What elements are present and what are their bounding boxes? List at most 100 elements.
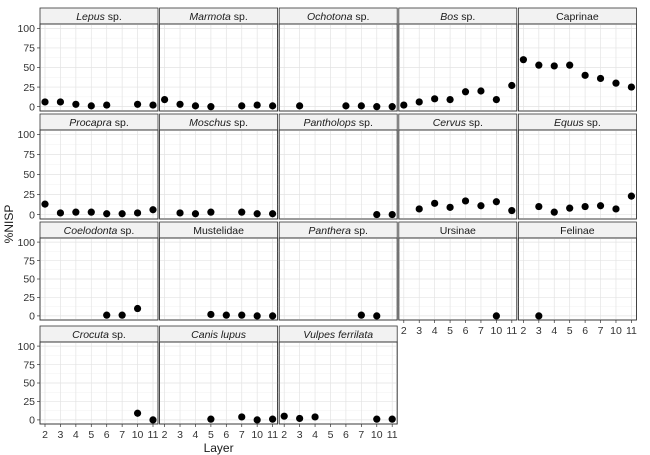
data-point (269, 102, 277, 110)
x-tick-label: 10 (371, 429, 383, 441)
data-point (103, 210, 111, 218)
facet-panel: Ochotona sp. (278, 7, 398, 112)
x-tick-label: 6 (463, 325, 469, 337)
facet-strip-label: Equus sp. (554, 117, 601, 129)
x-tick-label: 2 (520, 325, 526, 337)
facet-strip-label: Ursinae (440, 225, 476, 237)
data-point (56, 98, 65, 106)
x-tick-label: 11 (506, 325, 517, 337)
x-tick-label: 2 (42, 429, 48, 441)
data-point (492, 312, 500, 320)
data-point (535, 61, 543, 69)
y-tick-label: 75 (23, 359, 35, 371)
facet-panel: Pantholops sp. (278, 113, 398, 220)
facet-strip-label: Felinae (560, 225, 595, 237)
data-point (550, 208, 558, 216)
data-point (550, 62, 558, 70)
facet-strip-label: Crocuta sp. (72, 329, 126, 341)
x-tick-label: 3 (297, 429, 303, 441)
facet-panel: Mustelidae (159, 221, 279, 321)
facet-strip-label: Pantholops sp. (303, 117, 372, 129)
data-point (461, 197, 470, 205)
data-point (72, 208, 80, 216)
x-tick-label: 4 (193, 429, 199, 441)
data-point (519, 56, 528, 64)
y-tick-label: 0 (29, 415, 35, 427)
data-point (535, 202, 543, 211)
data-point (238, 102, 246, 110)
data-point (269, 210, 277, 218)
data-point (238, 311, 246, 319)
data-point (388, 103, 396, 111)
data-point (87, 102, 95, 110)
data-point (176, 209, 184, 217)
data-point (253, 312, 261, 320)
x-tick-label: 2 (401, 325, 407, 337)
y-tick-label: 100 (17, 129, 35, 141)
y-tick-label: 25 (23, 82, 35, 94)
panel-border (278, 237, 398, 321)
x-tick-label: 11 (148, 429, 159, 441)
data-point (207, 103, 215, 111)
facet-strip-label: Caprinae (556, 11, 599, 23)
data-point (253, 101, 261, 109)
data-point (269, 312, 277, 320)
x-tick-label: 6 (343, 429, 349, 441)
data-point (176, 100, 184, 108)
data-point (357, 311, 365, 319)
x-tick-label: 3 (416, 325, 422, 337)
x-tick-label: 4 (73, 429, 79, 441)
y-tick-label: 100 (17, 341, 35, 353)
panel-border (518, 23, 637, 112)
facet-strip-label: Panthera sp. (308, 225, 368, 237)
facet-panel: Bos sp. (398, 7, 518, 112)
x-tick-label: 3 (536, 325, 542, 337)
x-tick-label: 3 (177, 429, 183, 441)
data-point (253, 416, 261, 424)
panel-border (398, 129, 518, 220)
x-tick-label: 7 (598, 325, 604, 337)
x-tick-label: 6 (582, 325, 588, 337)
x-tick-label: 7 (478, 325, 484, 337)
data-point (296, 102, 304, 110)
panel-border (159, 129, 279, 220)
y-tick-label: 100 (17, 23, 35, 35)
data-point (492, 198, 500, 206)
x-tick-label: 6 (223, 429, 229, 441)
data-point (415, 98, 423, 106)
panel-border (278, 341, 398, 425)
facet-panel: Caprinae (518, 7, 637, 112)
data-point (535, 312, 543, 320)
y-tick-label: 0 (29, 101, 35, 113)
y-tick-label: 75 (23, 43, 35, 55)
x-tick-label: 5 (88, 429, 94, 441)
data-point (238, 413, 246, 421)
data-point (207, 208, 215, 216)
y-tick-label: 25 (23, 396, 35, 408)
data-point (207, 415, 215, 423)
data-point (431, 95, 439, 103)
data-point (161, 96, 169, 104)
x-tick-label: 7 (239, 429, 245, 441)
y-tick-label: 0 (29, 209, 35, 221)
facet-strip-label: Cervus sp. (433, 117, 483, 129)
facet-panel: Lepus sp. 0 25 50 75 100 (17, 7, 159, 113)
facet-panel: Ursinae 2 3 4 5 6 7 10 11 (398, 221, 517, 337)
data-point (612, 205, 620, 213)
y-tick-label: 75 (23, 149, 35, 161)
panel-border (278, 129, 398, 220)
y-axis-title: %NISP (2, 205, 16, 244)
data-point (191, 210, 200, 218)
x-tick-label: 5 (328, 429, 334, 441)
data-point (373, 103, 381, 111)
y-tick-label: 100 (17, 237, 35, 249)
data-point (296, 414, 304, 423)
data-point (56, 209, 65, 217)
data-point (191, 102, 200, 110)
y-tick-label: 25 (23, 189, 35, 201)
y-tick-label: 75 (23, 255, 35, 267)
x-tick-label: 5 (208, 429, 214, 441)
data-point (581, 202, 589, 211)
data-point (357, 102, 365, 110)
y-tick-label: 50 (23, 274, 35, 286)
